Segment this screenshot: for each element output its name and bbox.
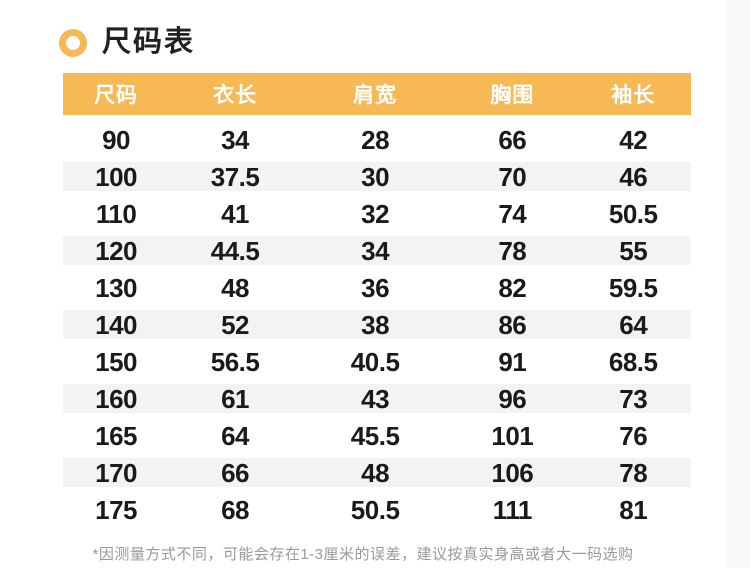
table-cell: 52 xyxy=(221,309,250,340)
column-header: 胸围 xyxy=(490,84,535,107)
column-header: 袖长 xyxy=(611,84,656,107)
table-cell: 175 xyxy=(95,494,137,525)
table-cell: 32 xyxy=(361,198,390,229)
ring-bullet-icon xyxy=(59,28,87,57)
table-cell: 110 xyxy=(95,198,137,229)
table-cell: 59.5 xyxy=(608,272,658,303)
table-row: 110 41 32 74 50.5 xyxy=(63,195,691,232)
table-header-row: 尺码 衣长 肩宽 胸围 袖长 xyxy=(63,73,691,115)
table-cell: 106 xyxy=(491,457,534,488)
table-row: 100 37.5 30 70 46 xyxy=(63,158,691,195)
table-cell: 46 xyxy=(619,161,648,192)
table-cell: 120 xyxy=(95,235,137,266)
table-cell: 78 xyxy=(498,235,527,266)
page-title: 尺码表 xyxy=(102,26,196,58)
table-cell: 82 xyxy=(498,272,527,303)
table-row: 140 52 38 86 64 xyxy=(63,306,691,343)
table-cell: 64 xyxy=(619,309,648,340)
table-cell: 165 xyxy=(95,420,137,451)
table-cell: 70 xyxy=(498,161,527,192)
table-cell: 50.5 xyxy=(350,494,400,525)
table-cell: 68.5 xyxy=(608,346,658,377)
table-cell: 64 xyxy=(221,420,250,451)
table-body: 90 34 28 66 42 100 37.5 30 70 46 110 41 32 74 50.5 120 4… xyxy=(63,121,691,528)
page-gutter xyxy=(726,0,750,568)
table-cell: 34 xyxy=(221,124,250,155)
table-cell: 48 xyxy=(221,272,250,303)
table-row: 150 56.5 40.5 91 68.5 xyxy=(63,343,691,380)
column-header: 肩宽 xyxy=(353,84,398,107)
table-cell: 73 xyxy=(619,383,648,414)
table-row: 170 66 48 106 78 xyxy=(63,454,691,491)
footnote: *因测量方式不同，可能会存在1-3厘米的误差，建议按真实身高或者大一码选购 xyxy=(92,546,634,563)
table-cell: 40.5 xyxy=(350,346,400,377)
table-cell: 55 xyxy=(619,235,648,266)
column-header: 衣长 xyxy=(213,84,258,107)
table-row: 130 48 36 82 59.5 xyxy=(63,269,691,306)
table-cell: 28 xyxy=(361,124,390,155)
table-cell: 42 xyxy=(619,124,648,155)
column-header: 尺码 xyxy=(94,84,139,107)
table-cell: 101 xyxy=(491,420,534,451)
table-cell: 43 xyxy=(361,383,390,414)
table-cell: 66 xyxy=(498,124,527,155)
size-table: 尺码 衣长 肩宽 胸围 袖长 90 34 28 66 42 100 37.5 30 70 46 110 41 3… xyxy=(63,73,691,528)
table-cell: 38 xyxy=(361,309,390,340)
table-cell: 86 xyxy=(498,309,527,340)
table-cell: 50.5 xyxy=(608,198,658,229)
table-row: 120 44.5 34 78 55 xyxy=(63,232,691,269)
table-cell: 111 xyxy=(492,494,533,525)
table-cell: 66 xyxy=(221,457,250,488)
table-cell: 81 xyxy=(619,494,648,525)
table-cell: 56.5 xyxy=(210,346,260,377)
table-cell: 61 xyxy=(221,383,250,414)
table-row: 165 64 45.5 101 76 xyxy=(63,417,691,454)
table-cell: 36 xyxy=(361,272,390,303)
table-cell: 45.5 xyxy=(350,420,400,451)
table-cell: 34 xyxy=(361,235,390,266)
table-row: 90 34 28 66 42 xyxy=(63,121,691,158)
table-cell: 96 xyxy=(498,383,527,414)
table-cell: 37.5 xyxy=(210,161,260,192)
table-cell: 78 xyxy=(619,457,648,488)
table-cell: 170 xyxy=(95,457,137,488)
table-cell: 150 xyxy=(95,346,137,377)
table-row: 160 61 43 96 73 xyxy=(63,380,691,417)
table-cell: 41 xyxy=(221,198,250,229)
table-cell: 76 xyxy=(619,420,648,451)
table-row: 175 68 50.5 111 81 xyxy=(63,491,691,528)
table-cell: 74 xyxy=(498,198,527,229)
section-title: 尺码表 xyxy=(59,28,195,57)
table-cell: 100 xyxy=(95,161,137,192)
table-cell: 91 xyxy=(498,346,527,377)
table-cell: 44.5 xyxy=(210,235,260,266)
table-cell: 68 xyxy=(221,494,250,525)
table-cell: 90 xyxy=(102,124,131,155)
table-cell: 48 xyxy=(361,457,390,488)
table-cell: 30 xyxy=(361,161,390,192)
table-cell: 160 xyxy=(95,383,137,414)
table-cell: 130 xyxy=(95,272,137,303)
table-cell: 140 xyxy=(95,309,137,340)
